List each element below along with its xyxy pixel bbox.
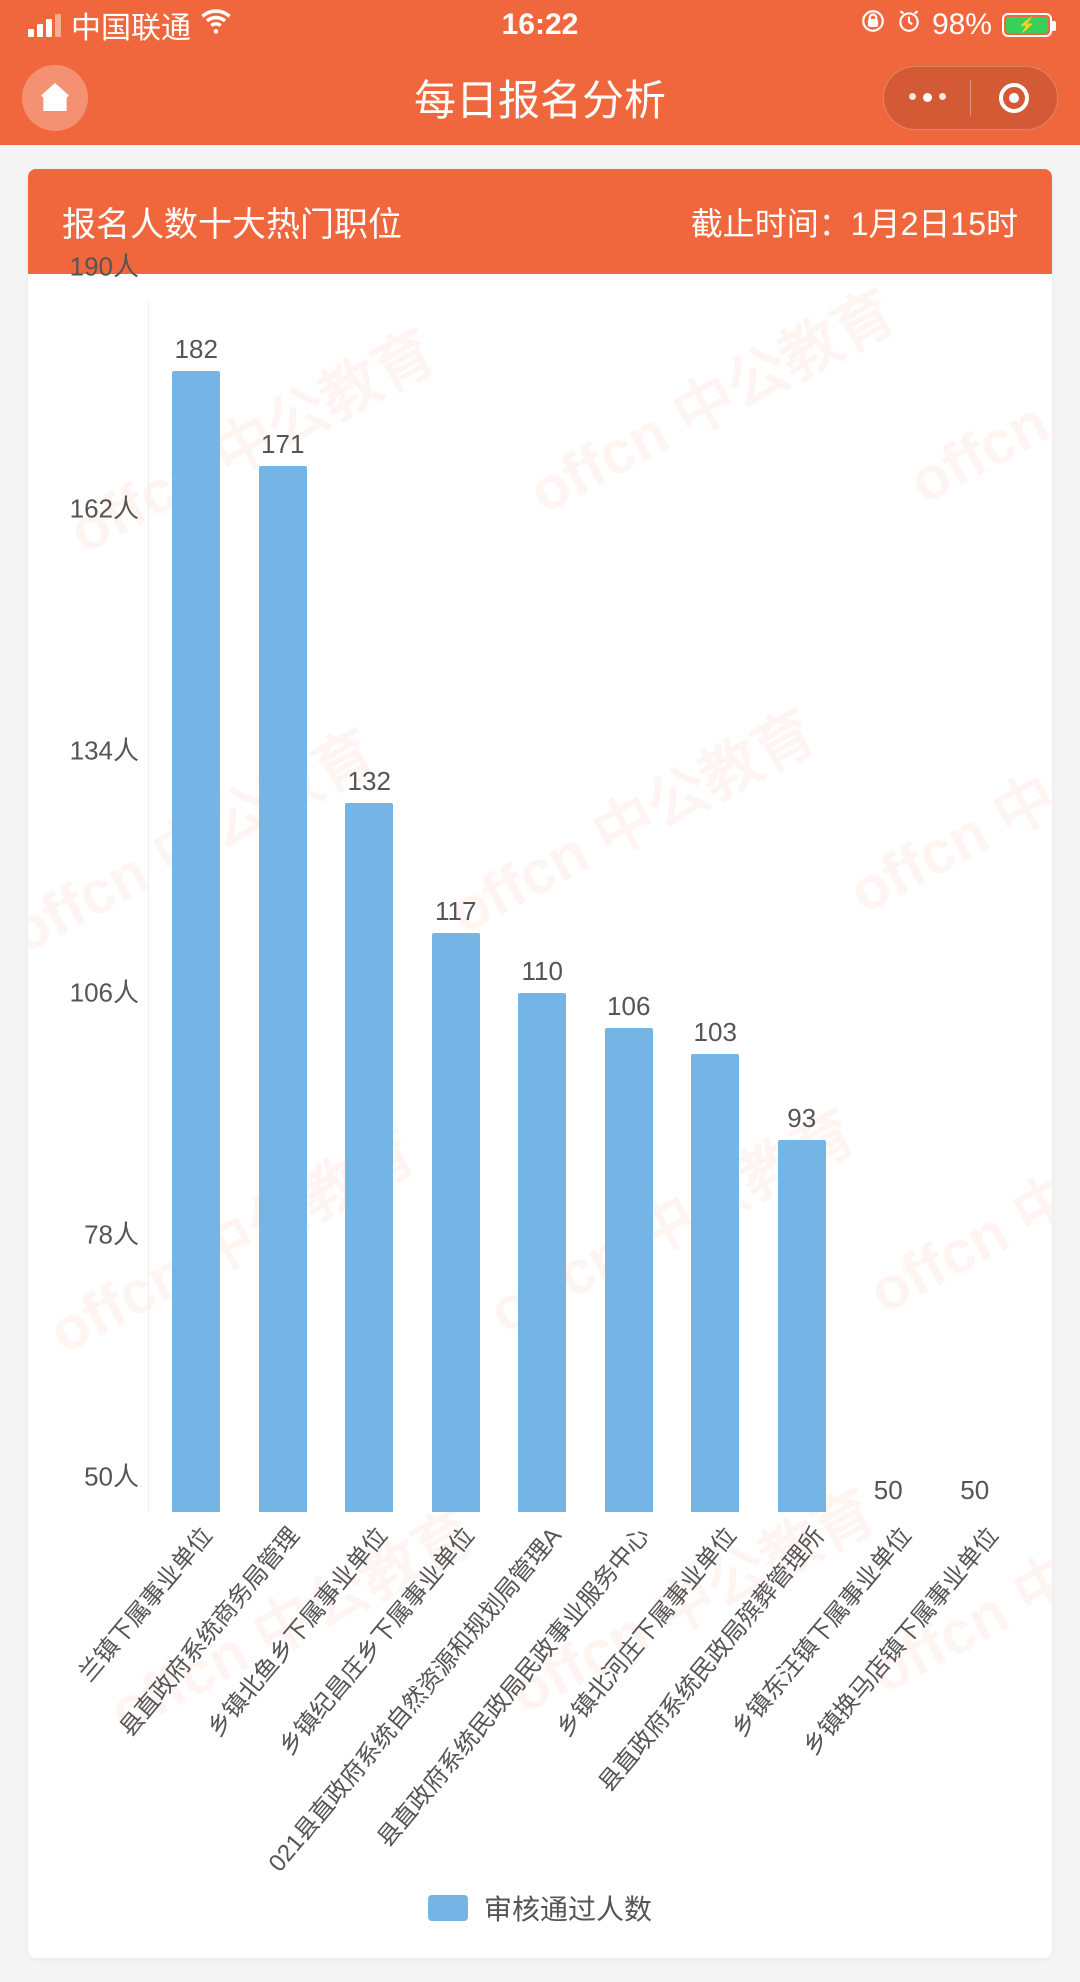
chart-bar: 132 [326,766,413,1512]
home-button[interactable] [22,65,88,131]
carrier-label: 中国联通 [71,3,191,47]
chart-bar: 171 [240,429,327,1512]
bar-value-label: 50 [960,1475,989,1506]
bar-value-label: 110 [522,956,563,987]
chart-bar: 110 [499,956,586,1512]
nav-bar: 每日报名分析 [0,50,1080,145]
chart-area: offcn 中公教育 offcn 中公教育 offcn 中公教育 offcn 中… [28,274,1052,1958]
status-time: 16:22 [369,8,710,42]
chart-ytick: 134人 [39,731,139,768]
status-bar: 中国联通 16:22 98% ⚡ [0,0,1080,50]
bar-value-label: 93 [787,1103,816,1134]
status-right: 98% ⚡ [711,8,1052,42]
orientation-lock-icon [860,8,886,42]
miniapp-capsule [883,66,1058,130]
status-left: 中国联通 [28,3,369,47]
chart-ytick: 50人 [39,1457,139,1494]
chart-bar: 117 [413,896,500,1512]
card-title: 报名人数十大热门职位 [62,197,402,246]
chart-ytick: 190人 [39,247,139,284]
chart-ytick: 78人 [39,1215,139,1252]
capsule-menu-button[interactable] [884,67,970,129]
chart-xaxis: 兰镇下属事业单位县直政府系统商务局管理乡镇北鱼乡下属事业单位乡镇纪昌庄乡下属事业… [148,1512,1022,1882]
bar-value-label: 182 [175,334,218,365]
bar-value-label: 103 [694,1017,737,1048]
battery-pct: 98% [932,8,992,42]
card-header: 报名人数十大热门职位 截止时间：1月2日15时 [28,169,1052,274]
chart-bar: 106 [586,991,673,1512]
bar-value-label: 50 [874,1475,903,1506]
legend-label: 审核通过人数 [484,1888,652,1928]
bar-value-label: 132 [348,766,391,797]
wifi-icon [201,6,231,44]
capsule-close-button[interactable] [971,67,1057,129]
chart-ytick: 162人 [39,489,139,526]
chart-bar: 50 [845,1475,932,1512]
chart-bar: 50 [932,1475,1019,1512]
signal-icon [28,14,61,37]
card-deadline: 截止时间：1月2日15时 [691,199,1018,245]
bar-value-label: 106 [607,991,650,1022]
chart-plot: 182171132117110106103935050 50人78人106人13… [148,302,1022,1512]
bar-value-label: 117 [435,896,476,927]
chart-ytick: 106人 [39,973,139,1010]
chart-card: 报名人数十大热门职位 截止时间：1月2日15时 offcn 中公教育 offcn… [28,169,1052,1958]
chart-bar: 182 [153,334,240,1512]
legend-swatch [428,1895,468,1921]
bar-value-label: 171 [261,429,304,460]
alarm-icon [896,8,922,42]
chart-bar: 93 [759,1103,846,1512]
chart-bar: 103 [672,1017,759,1512]
battery-icon: ⚡ [1002,13,1052,37]
chart-legend: 审核通过人数 [38,1888,1042,1938]
